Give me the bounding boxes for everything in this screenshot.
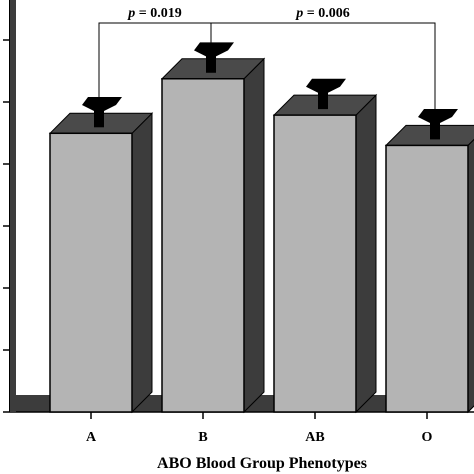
bars-group [48, 57, 474, 414]
error-cap-ab [306, 78, 346, 93]
bar-o [385, 144, 469, 413]
x-tick-label-a: A [86, 430, 97, 445]
error-cap-b [194, 42, 234, 57]
bar-b [161, 78, 245, 413]
bar-a [49, 132, 133, 413]
error-cap-o [418, 109, 458, 124]
x-tick-labels: A B AB O [86, 412, 433, 445]
x-tick-label-b: B [198, 430, 207, 445]
y-ticks [3, 39, 10, 413]
p-value-label: p = 0.019 [127, 6, 181, 21]
bar-side-b [243, 57, 265, 414]
error-bars-group [82, 42, 458, 140]
x-tick-label-o: O [422, 430, 433, 445]
p-value-label: p = 0.006 [295, 6, 349, 21]
significance-brackets: p = 0.019 p = 0.006 [98, 6, 436, 112]
x-axis-title: ABO Blood Group Phenotypes [157, 455, 367, 472]
error-cap-a [82, 96, 122, 111]
wall-left [10, 0, 16, 412]
bar-side-ab [355, 93, 377, 414]
bar-ab [273, 114, 357, 413]
bar-side-o [467, 138, 474, 414]
x-tick-label-ab: AB [305, 430, 324, 445]
significance-bracket [210, 22, 436, 112]
bar-side-a [131, 112, 153, 414]
